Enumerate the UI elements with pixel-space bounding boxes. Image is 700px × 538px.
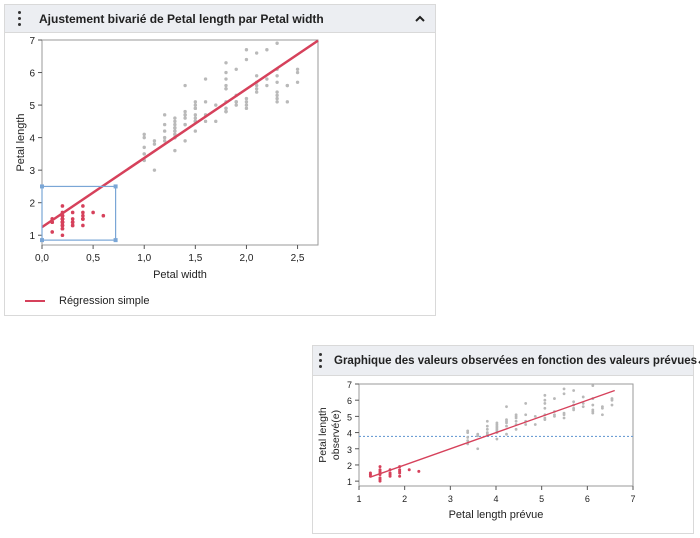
panel-header: Ajustement bivarié de Petal length par P… [5,5,435,33]
panel-title: Ajustement bivarié de Petal length par P… [39,11,324,26]
menu-icon[interactable] [319,353,322,368]
panel-title: Graphique des valeurs observées en fonct… [334,354,698,367]
collapse-icon[interactable] [411,10,429,28]
bivariate-fit-panel: Ajustement bivarié de Petal length par P… [4,4,436,316]
menu-icon[interactable] [11,11,27,26]
panel-header: Graphique des valeurs observées en fonct… [313,346,700,376]
legend-swatch [25,300,45,302]
actual-by-predicted-panel: Graphique des valeurs observées en fonct… [312,345,700,534]
legend: Régression simple [25,295,149,307]
legend-label: Régression simple [59,295,150,307]
